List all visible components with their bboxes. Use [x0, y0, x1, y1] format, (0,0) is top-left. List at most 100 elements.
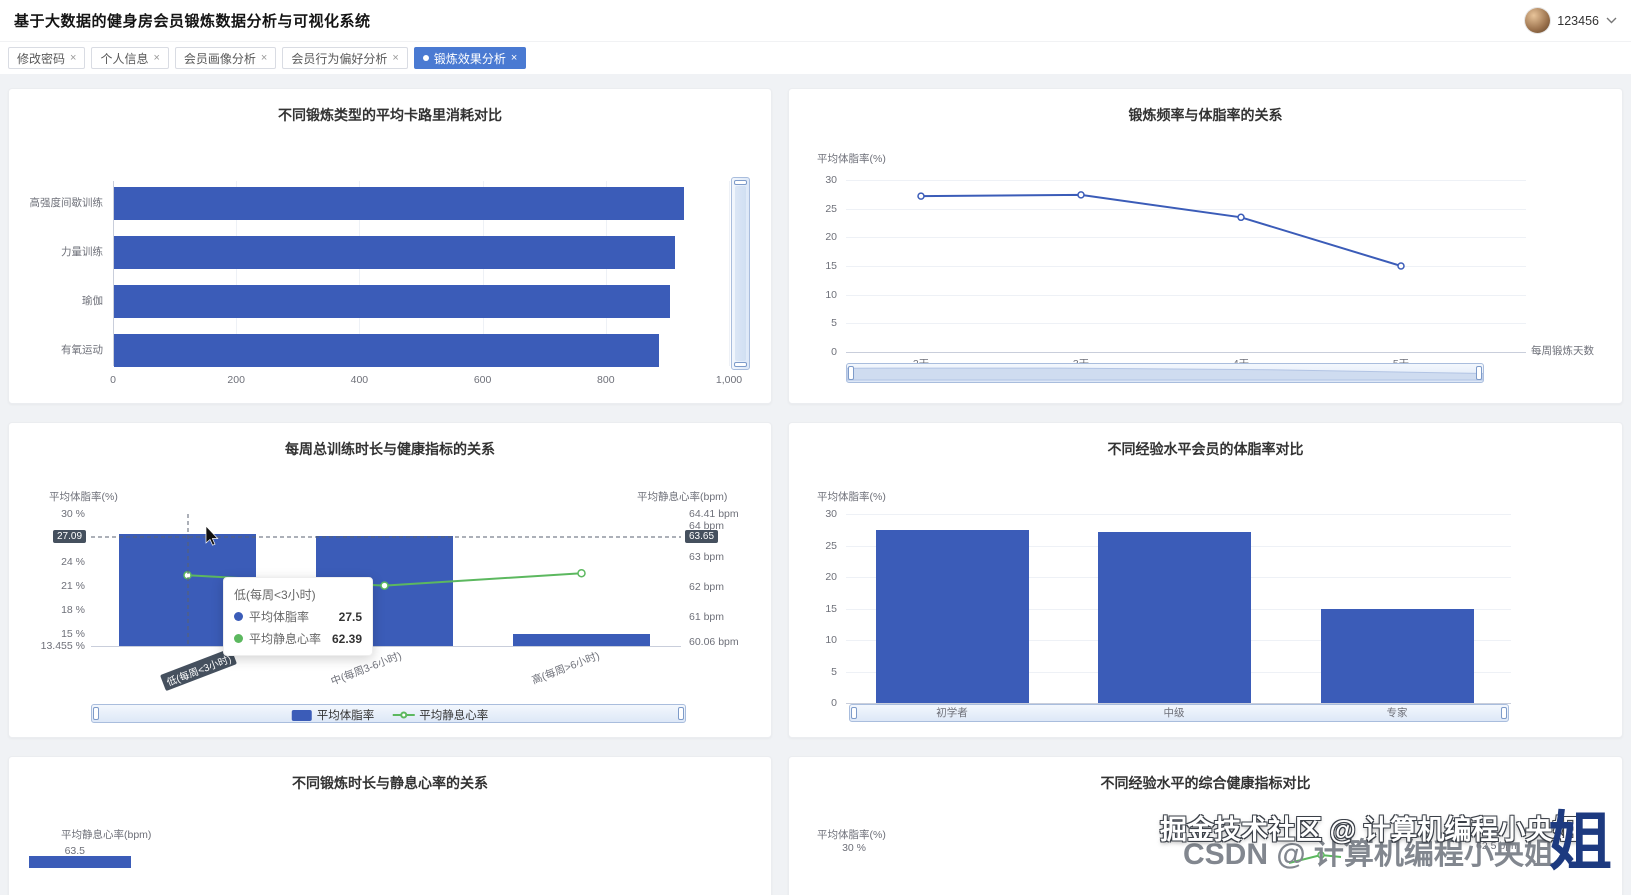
bar[interactable]: [114, 187, 684, 220]
y-tick-label-left: 15 %: [61, 627, 85, 640]
tab-label: 会员画像分析: [183, 51, 256, 66]
datazoom-slider[interactable]: [91, 704, 686, 723]
axis-pointer-label-left: 27.09: [53, 530, 87, 543]
chart-legend: 平均体脂率 平均静息心率: [291, 707, 488, 723]
x-axis-line: [846, 703, 1511, 704]
chart-title: 锻炼频率与体脂率的关系: [1128, 107, 1283, 123]
grid-line: [605, 181, 607, 366]
legend-label: 平均静息心率: [419, 710, 489, 722]
tab-close-icon[interactable]: ×: [392, 51, 399, 64]
y-tick-label-left: 13.455 %: [40, 640, 85, 652]
datazoom-slider[interactable]: [849, 704, 1509, 722]
watermark-csdn: CSDN @ 计算机编程小央姐: [1183, 838, 1554, 871]
y-tick-label: 10: [825, 288, 837, 301]
bar[interactable]: [1098, 531, 1251, 703]
grid-line: [359, 181, 361, 366]
tab-close-icon[interactable]: ×: [153, 51, 160, 64]
tab-close-icon[interactable]: ×: [70, 51, 77, 64]
datazoom-window[interactable]: [735, 186, 746, 361]
tab-5[interactable]: 锻炼效果分析 ×: [413, 47, 527, 69]
datazoom-handle[interactable]: [734, 362, 747, 367]
bar[interactable]: [114, 285, 671, 318]
tooltip-value: 27.5: [338, 609, 362, 624]
chart-title: 不同锻炼类型的平均卡路里消耗对比: [278, 107, 502, 123]
tooltip-value: 62.39: [331, 631, 362, 646]
y-tick-label: 15: [825, 260, 837, 272]
avatar: [1525, 8, 1551, 33]
y-tick-label-left: 30 %: [61, 508, 85, 520]
chart-title: 每周总训练时长与健康指标的关系: [285, 441, 495, 457]
legend-marker-circle: [399, 711, 407, 719]
app-header: 基于大数据的健身房会员锻炼数据分析与可视化系统 123456: [0, 0, 1631, 42]
legend-marker-line: [392, 711, 415, 719]
grid-line: [846, 266, 1526, 267]
y-category-label: 有氧运动: [61, 343, 103, 356]
series-marker: [234, 634, 243, 643]
x-tick-label: 800: [597, 374, 615, 386]
y-tick-label-right: 62 bpm: [689, 581, 725, 594]
datazoom-handle[interactable]: [734, 180, 747, 185]
tooltip-title: 低(每周<3小时): [234, 588, 316, 602]
tab-label: 锻炼效果分析: [433, 51, 506, 66]
chart-experience-health: 平均体脂率(%) 30 % 62.5 bpm: [789, 757, 1622, 895]
tab-3[interactable]: 会员画像分析 ×: [174, 47, 277, 69]
tab-2[interactable]: 个人信息 ×: [91, 47, 169, 69]
chart-title: 不同经验水平会员的体脂率对比: [1107, 441, 1304, 457]
user-name: 123456: [1557, 13, 1599, 28]
y-tick-label: 30: [825, 508, 837, 520]
y-axis-line: [113, 181, 114, 366]
y-category-label: 瑜伽: [82, 294, 103, 307]
chevron-down-icon: [1606, 17, 1617, 24]
tab-1[interactable]: 修改密码 ×: [8, 47, 86, 69]
bar[interactable]: [114, 334, 660, 367]
line-plot: [917, 191, 1405, 270]
datazoom-slider[interactable]: [846, 363, 1484, 383]
datazoom-handle[interactable]: [1476, 366, 1482, 380]
card-experience-health: 不同经验水平的综合健康指标对比 平均体脂率(%) 30 % 62.5 bpm: [788, 756, 1623, 895]
card-duration-heartrate: 不同锻炼时长与静息心率的关系 平均静息心率(bpm) 63.5: [8, 756, 772, 895]
tab-label: 个人信息: [100, 51, 149, 66]
app-title: 基于大数据的健身房会员锻炼数据分析与可视化系统: [14, 13, 371, 30]
bar[interactable]: [114, 236, 675, 269]
tab-close-icon[interactable]: ×: [260, 51, 268, 64]
y-tick-label: 0: [831, 346, 837, 358]
legend-item[interactable]: 平均静息心率: [392, 707, 488, 723]
x-tick-label: 1,000: [715, 374, 743, 386]
tab-label: 会员行为偏好分析: [291, 51, 388, 66]
bar[interactable]: [513, 633, 650, 646]
y-tick-label-right: 60.06 bpm: [689, 636, 739, 648]
datazoom-handle[interactable]: [848, 366, 854, 380]
watermark-juejin: 掘金技术社区 @ 计算机编程小央姐: [1160, 815, 1580, 845]
bar[interactable]: [1321, 608, 1474, 703]
datazoom-handle[interactable]: [93, 707, 99, 720]
bar[interactable]: [876, 529, 1029, 704]
chart-calories-by-type: 0 200 400 600 800 1,000 高强度间歇训练 力量训练 瑜伽 有氧运动: [9, 89, 771, 403]
tab-4[interactable]: 会员行为偏好分析 ×: [282, 47, 408, 69]
y-tick-label: 25: [825, 202, 837, 215]
y-tick-label-right: 61 bpm: [689, 611, 725, 624]
datazoom-handle[interactable]: [678, 707, 684, 720]
y-axis-name: 平均体脂率(%): [817, 491, 886, 503]
y-tick-label-right: 63 bpm: [689, 550, 725, 563]
y-tick-label: 20: [825, 231, 837, 244]
axis-pointer-label-right: 63.65: [685, 530, 719, 543]
y-axis-name: 平均体脂率(%): [817, 829, 886, 841]
legend-item[interactable]: 平均体脂率: [291, 707, 375, 723]
y-tick-label: 20: [825, 571, 837, 583]
grid-line: [846, 237, 1526, 239]
y-tick-label-right: 62.5 bpm: [1476, 840, 1520, 852]
datazoom-slider[interactable]: [731, 177, 750, 370]
card-calories-by-type: 不同锻炼类型的平均卡路里消耗对比 0 200 400 600 800 1,000 高强度间歇…: [8, 88, 772, 404]
legend-label: 平均体脂率: [316, 710, 375, 722]
line-plot: [1288, 851, 1342, 864]
tab-close-icon[interactable]: ×: [510, 51, 518, 64]
user-menu[interactable]: 123456: [1525, 8, 1617, 33]
chart-duration-heartrate: 平均静息心率(bpm) 63.5: [9, 757, 771, 895]
chart-experience-bodyfat: 平均体脂率(%) 0 5 10 15 20 25 30 初学者 中级 专家: [789, 423, 1622, 737]
datazoom-handle[interactable]: [1501, 707, 1507, 719]
y-tick-label: 30 %: [842, 842, 866, 854]
datazoom-handle[interactable]: [851, 707, 857, 719]
y-category-label: 高强度间歇训练: [29, 196, 104, 209]
tooltip-row: 平均静息心率 62.39: [234, 630, 362, 647]
y-tick-label: 63.5: [64, 845, 85, 857]
